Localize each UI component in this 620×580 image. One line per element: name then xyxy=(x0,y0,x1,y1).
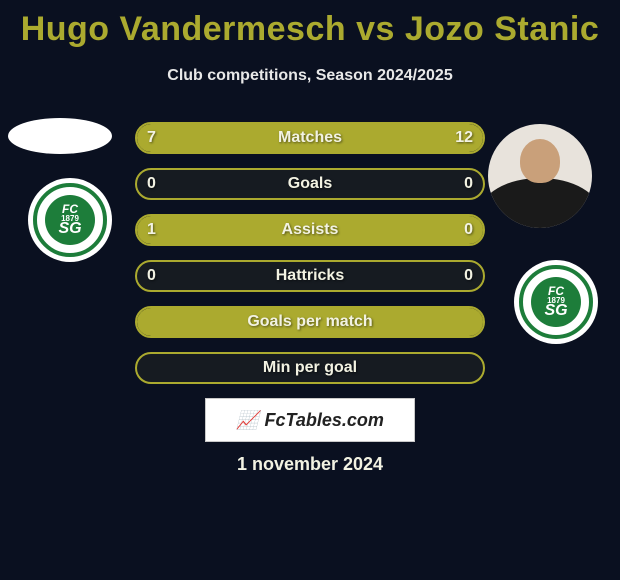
stat-row: 00Goals xyxy=(135,168,485,200)
club-right-top: FC xyxy=(548,286,564,297)
comparison-bars: 712Matches 00Goals 10Assists 00Hattricks Goa… xyxy=(135,122,485,398)
stat-label: Assists xyxy=(137,216,483,244)
club-left-top: FC xyxy=(62,204,78,215)
stat-row: 712Matches xyxy=(135,122,485,154)
page-title: Hugo Vandermesch vs Jozo Stanic xyxy=(0,0,620,49)
stat-row: 10Assists xyxy=(135,214,485,246)
stat-label: Goals per match xyxy=(137,308,483,336)
stat-row: Min per goal xyxy=(135,352,485,384)
player-left-photo xyxy=(8,118,112,154)
stat-row: 00Hattricks xyxy=(135,260,485,292)
stat-label: Matches xyxy=(137,124,483,152)
club-badge-left: FC 1879 SG xyxy=(28,178,112,262)
stat-label: Goals xyxy=(137,170,483,198)
brand-text: FcTables.com xyxy=(265,410,384,431)
player-right-photo xyxy=(488,124,592,228)
footer-date: 1 november 2024 xyxy=(0,454,620,475)
brand-badge: 📈 FcTables.com xyxy=(205,398,415,442)
club-left-main: SG xyxy=(58,222,81,236)
stat-label: Min per goal xyxy=(137,354,483,382)
stat-row: Goals per match xyxy=(135,306,485,338)
club-badge-right: FC 1879 SG xyxy=(514,260,598,344)
page-subtitle: Club competitions, Season 2024/2025 xyxy=(0,67,620,85)
chart-icon: 📈 xyxy=(236,411,258,429)
stat-label: Hattricks xyxy=(137,262,483,290)
club-right-main: SG xyxy=(544,304,567,318)
